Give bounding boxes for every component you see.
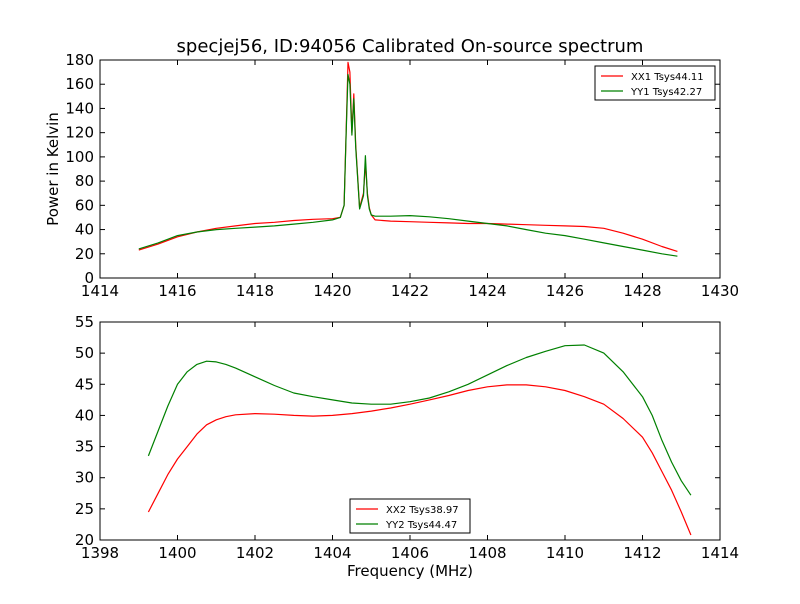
x-tick-label: 1404 <box>313 544 351 562</box>
x-tick-label: 1400 <box>158 544 196 562</box>
x-tick-label: 1416 <box>158 282 196 300</box>
y-tick-label: 20 <box>75 531 94 549</box>
y-tick-label: 40 <box>75 406 94 424</box>
y-tick-label: 20 <box>75 245 94 263</box>
y-tick-label: 140 <box>65 99 94 117</box>
x-tick-label: 1402 <box>236 544 274 562</box>
y-tick-label: 40 <box>75 221 94 239</box>
series-line-1-2 <box>138 73 678 257</box>
y-tick-label: 160 <box>65 75 94 93</box>
series-line-2-2 <box>147 344 692 496</box>
legend-2: XX2 Tsys38.97 YY2 Tsys44.47 <box>349 498 471 534</box>
y-tick-label: 80 <box>75 172 94 190</box>
legend-label: XX2 Tsys38.97 <box>386 505 459 516</box>
series-line-2-1 <box>147 384 692 536</box>
y-tick-label: 25 <box>75 500 94 518</box>
x-tick-label: 1430 <box>701 282 739 300</box>
legend-box <box>594 65 716 101</box>
x-tick-label: 1410 <box>546 544 584 562</box>
x-tick-label: 1406 <box>391 544 429 562</box>
y-tick-label: 100 <box>65 148 94 166</box>
x-tick-label: 1426 <box>546 282 584 300</box>
x-tick-label: 1412 <box>623 544 661 562</box>
y-tick-label: 60 <box>75 196 94 214</box>
x-tick-label: 1398 <box>81 544 119 562</box>
y-tick-label: 30 <box>75 469 94 487</box>
legend-box <box>349 498 471 534</box>
y-axis-label: Power in Kelvin <box>44 112 62 226</box>
y-tick-label: 55 <box>75 313 94 331</box>
x-tick-label: 1414 <box>701 544 739 562</box>
y-tick-label: 120 <box>65 124 94 142</box>
x-tick-label: 1408 <box>468 544 506 562</box>
y-tick-label: 50 <box>75 344 94 362</box>
legend-label: YY1 Tsys42.27 <box>630 87 702 98</box>
y-tick-label: 0 <box>84 269 94 287</box>
x-tick-label: 1428 <box>623 282 661 300</box>
y-tick-label: 45 <box>75 375 94 393</box>
plot-panel-1: 1414 1416 1418 1420 1422 1424 1426 1428 1430 0 20 4… <box>44 51 739 300</box>
y-tick-label: 35 <box>75 438 94 456</box>
y-tick-label: 180 <box>65 51 94 69</box>
x-axis-label: Frequency (MHz) <box>347 562 473 580</box>
legend-1: XX1 Tsys44.11 YY1 Tsys42.27 <box>594 65 716 101</box>
chart-title: specjej56, ID:94056 Calibrated On-source… <box>177 36 644 57</box>
x-tick-label: 1418 <box>236 282 274 300</box>
x-tick-label: 1420 <box>313 282 351 300</box>
x-tick-label: 1414 <box>81 282 119 300</box>
x-tick-label: 1424 <box>468 282 506 300</box>
legend-label: XX1 Tsys44.11 <box>631 72 704 83</box>
x-tick-label: 1422 <box>391 282 429 300</box>
plot-panel-2: 1398 1400 1402 1404 1406 1408 1410 1412 1414 20 25… <box>75 313 739 580</box>
legend-label: YY2 Tsys44.47 <box>385 520 457 531</box>
